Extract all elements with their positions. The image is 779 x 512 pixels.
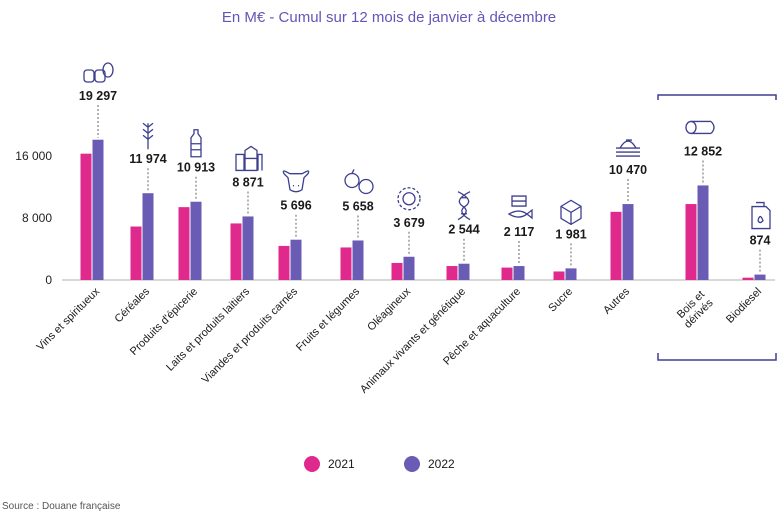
bar-2022 xyxy=(565,268,577,280)
category-label: Biodiesel xyxy=(724,286,764,326)
bar-2021 xyxy=(391,262,403,280)
bar-2022 xyxy=(458,263,470,280)
bottle-icon xyxy=(190,129,202,158)
category-label: Céréales xyxy=(113,285,153,325)
bar-2021 xyxy=(340,247,352,280)
bar-2022 xyxy=(352,240,364,280)
bar-2021 xyxy=(742,277,754,280)
bar-2022 xyxy=(622,204,634,280)
field-icon xyxy=(616,139,640,157)
bars xyxy=(80,139,766,280)
value-label: 2 117 xyxy=(504,225,535,239)
bar-2022 xyxy=(242,216,254,280)
value-labels: 19 297 11 974 10 913 8 871 5 696 5 658 3 679 2 … xyxy=(79,89,771,273)
fish-icon xyxy=(507,195,533,220)
bar-2021 xyxy=(553,271,565,280)
bar-2021 xyxy=(278,245,290,280)
bar-2022 xyxy=(142,193,154,280)
bar-2022 xyxy=(754,274,766,280)
legend: 2021 2022 xyxy=(304,456,455,472)
value-label: 2 544 xyxy=(448,223,479,237)
bar-2021 xyxy=(230,223,242,280)
category-label: Animaux vivants et génétique xyxy=(358,286,468,396)
bar-2022 xyxy=(92,139,104,280)
cow-icon xyxy=(282,170,310,193)
legend-swatch-2021 xyxy=(304,456,320,472)
value-label: 10 470 xyxy=(609,163,647,177)
value-label: 19 297 xyxy=(79,89,117,103)
legend-label: 2022 xyxy=(428,457,455,471)
bar-2021 xyxy=(80,153,92,280)
bar-2021 xyxy=(130,226,142,280)
group-bracket xyxy=(657,94,777,361)
category-label: Bois etdérivés xyxy=(674,288,716,330)
value-label: 1 981 xyxy=(555,227,586,241)
bar-2022 xyxy=(513,266,525,280)
bar-2022 xyxy=(697,185,709,280)
wheat-icon xyxy=(142,122,154,150)
y-tick-label: 0 xyxy=(45,273,52,287)
sunflower-icon xyxy=(397,187,421,211)
fuel-can-icon xyxy=(751,201,771,230)
milk-icon xyxy=(235,145,263,172)
value-label: 5 696 xyxy=(280,199,311,213)
bar-2021 xyxy=(610,211,622,280)
fruit-icon xyxy=(344,169,374,195)
category-label: Viandes et produits carnés xyxy=(200,285,301,386)
value-label: 12 852 xyxy=(684,144,722,158)
value-label: 11 974 xyxy=(129,152,167,166)
log-icon xyxy=(685,120,715,135)
source-note: Source : Douane française xyxy=(2,501,121,512)
bar-2021 xyxy=(446,266,458,280)
category-label: Vins et spiritueux xyxy=(35,285,103,353)
barrels-icon xyxy=(83,62,114,83)
y-tick-label: 16 000 xyxy=(15,149,52,163)
bar-2022 xyxy=(403,256,415,280)
y-axis: 0 8 000 16 000 xyxy=(15,149,52,287)
sugar-icon xyxy=(560,199,582,226)
bar-2021 xyxy=(501,267,513,280)
category-label: Autres xyxy=(601,285,632,316)
y-tick-label: 8 000 xyxy=(22,211,52,225)
bar-2021 xyxy=(178,207,190,280)
category-label: Sucre xyxy=(546,286,575,315)
chart-title: En M€ - Cumul sur 12 mois de janvier à d… xyxy=(222,9,556,26)
category-label: Fruits et légumes xyxy=(294,285,362,353)
legend-swatch-2022 xyxy=(404,456,420,472)
value-label: 8 871 xyxy=(232,175,263,189)
value-label: 874 xyxy=(750,234,771,248)
bar-2022 xyxy=(190,201,202,280)
bar-2021 xyxy=(685,204,697,280)
icons xyxy=(83,62,771,230)
value-label: 10 913 xyxy=(177,161,215,175)
category-label: Oléagineux xyxy=(365,285,413,333)
value-label: 3 679 xyxy=(393,216,424,230)
value-label: 5 658 xyxy=(342,199,373,213)
bar-2022 xyxy=(290,239,302,280)
dna-icon xyxy=(457,191,471,221)
legend-label: 2021 xyxy=(328,457,355,471)
